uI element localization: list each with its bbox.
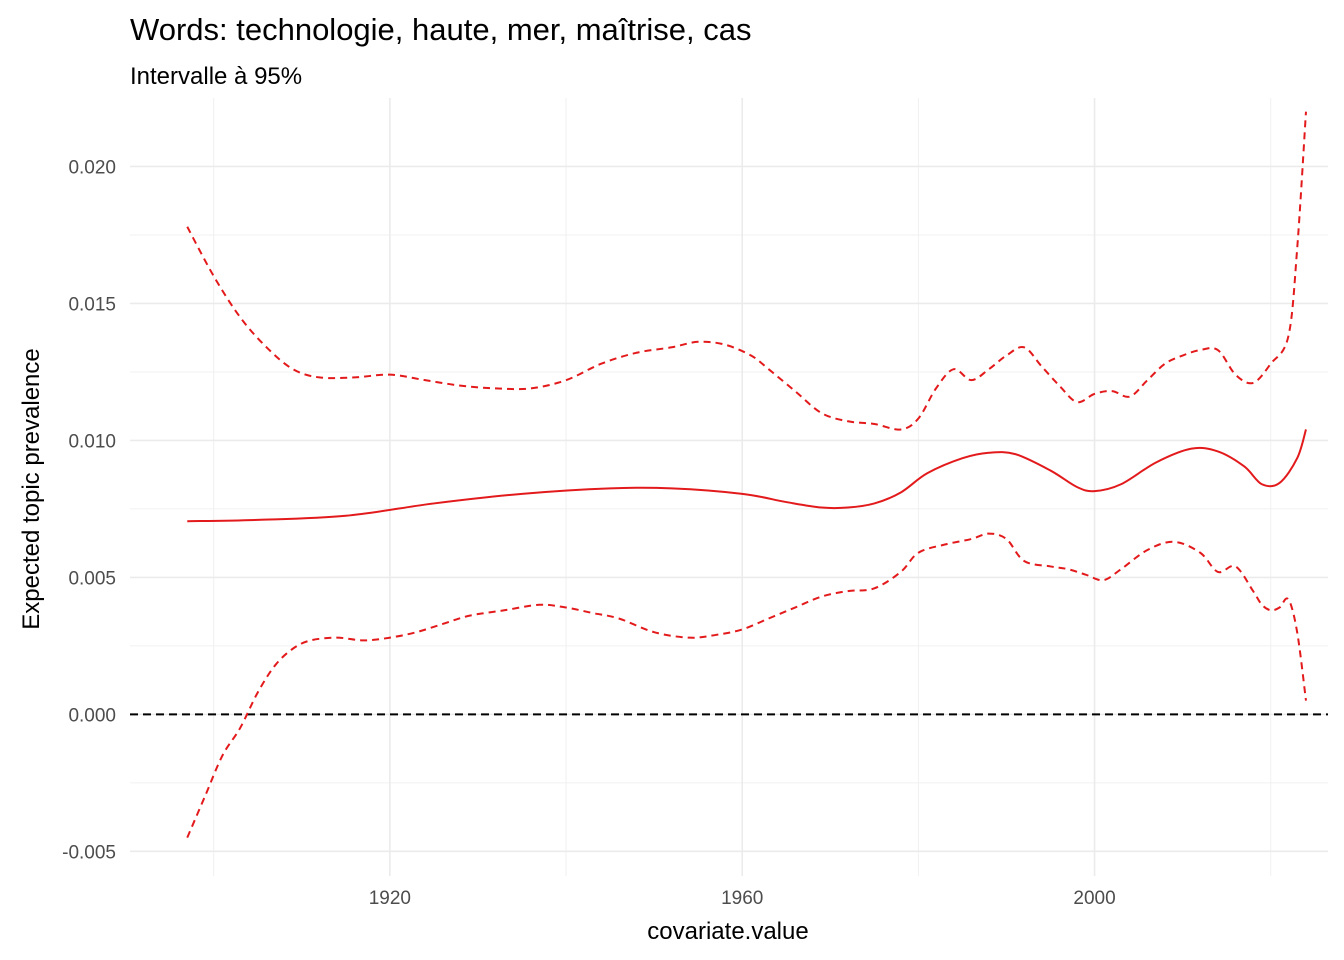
x-axis-ticks: 1920 1960 2000 <box>369 888 1116 909</box>
x-tick-label: 1960 <box>721 888 763 909</box>
chart-subtitle: Intervalle à 95% <box>130 63 302 90</box>
series-line-lower-bound <box>186 532 1307 839</box>
chart-title: Words: technologie, haute, mer, maîtrise… <box>130 12 751 47</box>
x-tick-label: 2000 <box>1073 888 1115 909</box>
x-axis-title: covariate.value <box>647 918 808 945</box>
major-gridlines <box>130 98 1328 876</box>
y-tick-label: 0.005 <box>68 568 116 589</box>
y-axis-ticks: -0.005 0.000 0.005 0.010 0.015 0.020 <box>62 157 116 863</box>
y-tick-label: 0.020 <box>68 157 116 178</box>
y-tick-label: 0.010 <box>68 431 116 452</box>
series-line-estimate <box>187 429 1307 523</box>
series-layer <box>186 111 1307 839</box>
y-tick-label: 0.000 <box>68 705 116 726</box>
x-tick-label: 1920 <box>369 888 411 909</box>
minor-gridlines <box>130 98 1328 876</box>
series-line-upper-bound <box>186 111 1307 431</box>
y-tick-label: 0.015 <box>68 294 116 315</box>
y-tick-label: -0.005 <box>62 842 116 863</box>
y-axis-title: Expected topic prevalence <box>18 348 45 630</box>
